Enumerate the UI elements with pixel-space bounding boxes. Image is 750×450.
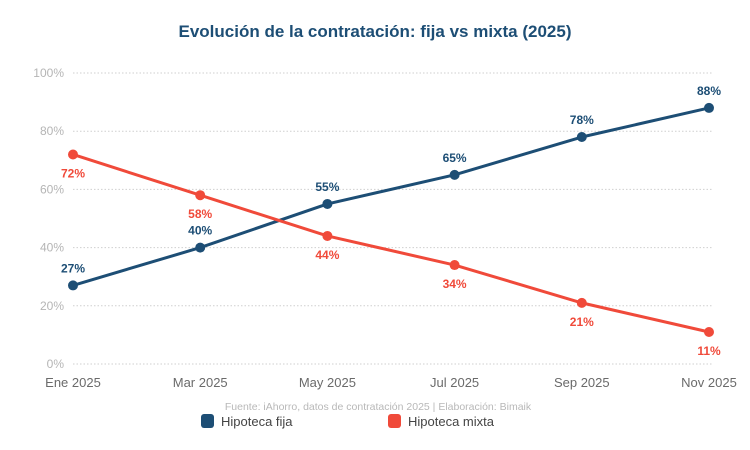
- series-hipoteca-mixta: [68, 149, 714, 337]
- data-point: [322, 230, 333, 241]
- legend-swatch: [201, 414, 214, 428]
- data-labels: 27% 40% 55% 65% 78% 88% 72% 58% 44% 34% 21% 11%: [61, 84, 721, 358]
- data-point: [449, 169, 460, 180]
- data-label: 55%: [315, 180, 339, 194]
- chart-title: Evolución de la contratación: fija vs mi…: [178, 22, 571, 41]
- data-label: 27%: [61, 261, 85, 275]
- data-label: 21%: [570, 315, 594, 329]
- data-label: 44%: [315, 248, 339, 262]
- data-point: [576, 297, 587, 308]
- legend-item[interactable]: Hipoteca fija: [201, 414, 293, 429]
- legend: Hipoteca fija Hipoteca mixta: [201, 414, 495, 429]
- x-axis-ticks: Ene 2025 Mar 2025 May 2025 Jul 2025 Sep 2025…: [45, 375, 737, 390]
- legend-label: Hipoteca mixta: [408, 414, 495, 429]
- data-point: [449, 260, 460, 271]
- data-point: [576, 132, 587, 143]
- x-tick-label: Ene 2025: [45, 375, 101, 390]
- series-lines: [68, 102, 714, 337]
- data-label: 58%: [188, 207, 212, 221]
- y-tick-label: 0%: [47, 357, 65, 371]
- data-point: [195, 242, 206, 253]
- legend-label: Hipoteca fija: [221, 414, 293, 429]
- data-point: [195, 190, 206, 201]
- y-tick-label: 40%: [40, 241, 64, 255]
- series-line: [72, 153, 710, 334]
- x-tick-label: Nov 2025: [681, 375, 737, 390]
- data-label: 11%: [697, 344, 721, 358]
- series-hipoteca-fija: [68, 102, 714, 291]
- y-tick-label: 60%: [40, 182, 64, 196]
- data-point: [704, 102, 714, 113]
- legend-swatch: [388, 414, 401, 428]
- data-label: 88%: [697, 84, 721, 98]
- data-label: 72%: [61, 166, 85, 180]
- y-tick-label: 20%: [40, 299, 64, 313]
- x-tick-label: Mar 2025: [173, 375, 228, 390]
- x-tick-label: May 2025: [299, 375, 356, 390]
- data-label: 65%: [443, 151, 467, 165]
- data-point: [68, 280, 78, 291]
- x-tick-label: Sep 2025: [554, 375, 610, 390]
- source-note: Fuente: iAhorro, datos de contratación 2…: [225, 401, 532, 413]
- data-point: [322, 198, 333, 209]
- data-point: [68, 149, 78, 160]
- y-tick-label: 80%: [40, 124, 64, 138]
- series-line: [72, 106, 710, 287]
- legend-item[interactable]: Hipoteca mixta: [388, 414, 495, 429]
- y-tick-label: 100%: [33, 66, 64, 80]
- data-label: 78%: [570, 113, 594, 127]
- data-point: [704, 326, 714, 337]
- x-tick-label: Jul 2025: [430, 375, 479, 390]
- data-label: 34%: [443, 277, 467, 291]
- gridlines: [73, 72, 712, 365]
- y-axis-ticks: 0% 20% 40% 60% 80% 100%: [33, 66, 64, 371]
- data-label: 40%: [188, 224, 212, 238]
